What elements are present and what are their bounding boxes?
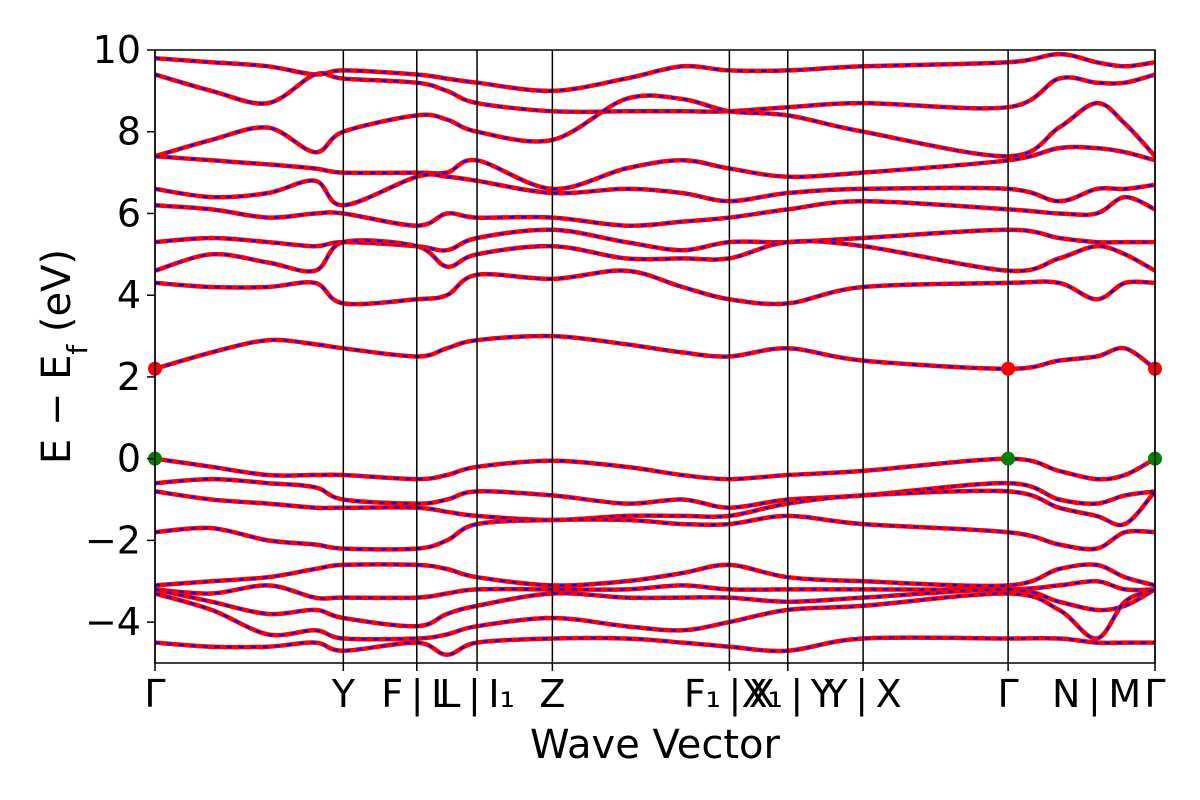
band-line-12	[155, 488, 1155, 528]
x-tick-label: Z	[539, 672, 565, 716]
band-line-1	[155, 70, 1155, 115]
band-overlay-17	[155, 588, 1155, 641]
x-tick-label: F | L	[381, 672, 452, 717]
band-overlay-11	[155, 477, 1155, 509]
y-tick-label: 2	[117, 355, 141, 399]
y-tick-label: 8	[117, 110, 141, 154]
band-overlay-14	[155, 563, 1155, 587]
y-tick-label: 6	[117, 191, 141, 235]
x-tick-label: Γ	[998, 672, 1019, 716]
band-line-4	[155, 172, 1155, 208]
band-line-5	[155, 194, 1155, 229]
band-overlay-8	[155, 269, 1155, 306]
x-tick-label: L | I₁	[439, 672, 515, 717]
y-tick-label: −4	[85, 600, 141, 644]
band-overlay-4	[155, 173, 1155, 207]
band-overlay-3	[155, 145, 1155, 191]
y-axis-ticks: −4 −2 0 2 4 6 8 10	[85, 28, 155, 644]
x-tick-label: Y	[331, 672, 356, 716]
markers-layer	[148, 361, 1162, 466]
x-tick-label: Γ	[1144, 672, 1165, 716]
y-axis-label-main: E − E	[34, 355, 80, 465]
x-tick-label: X₁ | Y	[742, 672, 835, 717]
y-tick-label: 10	[93, 28, 141, 72]
y-axis-label-unit: (eV)	[34, 249, 80, 345]
band-overlay-1	[155, 72, 1155, 114]
band-overlay-16	[155, 588, 1155, 628]
x-tick-label: N | M	[1052, 672, 1141, 717]
band-overlay-6	[155, 228, 1155, 252]
x-tick-label: Γ	[144, 672, 165, 716]
x-axis-label: Wave Vector	[530, 722, 781, 768]
bands-layer	[155, 51, 1155, 658]
x-tick-label: F₁ | X	[684, 672, 775, 717]
band-overlay-18	[155, 636, 1155, 656]
y-axis-label: E − Ef (eV)	[34, 249, 94, 464]
band-line-8	[155, 268, 1155, 307]
y-tick-label: −2	[85, 518, 141, 562]
band-overlay-13	[155, 514, 1155, 551]
extremum-marker-4	[1001, 451, 1016, 466]
band-line-14	[155, 562, 1155, 589]
extremum-marker-1	[1001, 361, 1016, 376]
band-overlay-7	[155, 239, 1155, 273]
y-tick-label: 0	[117, 437, 141, 481]
band-line-10	[155, 456, 1155, 482]
y-tick-label: 4	[117, 273, 141, 317]
band-line-15	[155, 578, 1155, 601]
band-overlay-5	[155, 196, 1155, 227]
band-overlay-9	[155, 334, 1155, 370]
plot-frame	[154, 49, 1156, 664]
y-axis-label-sub: f	[61, 344, 94, 355]
x-tick-label: Y | X	[823, 672, 901, 717]
band-overlay-2	[155, 94, 1155, 158]
